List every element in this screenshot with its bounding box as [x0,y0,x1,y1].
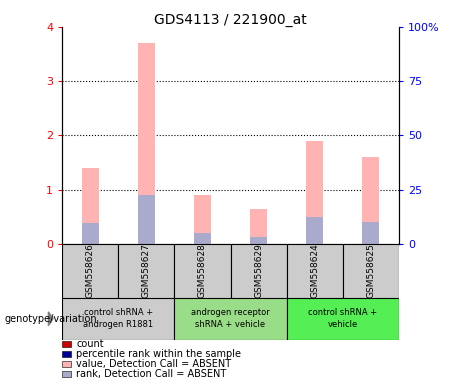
Text: percentile rank within the sample: percentile rank within the sample [76,349,241,359]
Text: value, Detection Call = ABSENT: value, Detection Call = ABSENT [76,359,231,369]
Text: GSM558626: GSM558626 [86,243,95,298]
Bar [287,244,343,298]
Text: control shRNA +
androgen R1881: control shRNA + androgen R1881 [83,308,154,329]
Text: GSM558627: GSM558627 [142,243,151,298]
Bar [174,298,287,340]
Text: genotype/variation: genotype/variation [5,314,97,324]
Bar [82,223,99,244]
Bar [194,233,211,244]
Bar [138,195,155,244]
Bar [62,244,118,298]
Polygon shape [48,312,53,326]
Text: GSM558629: GSM558629 [254,243,263,298]
Bar [343,244,399,298]
Bar [362,157,379,244]
Text: androgen receptor
shRNA + vehicle: androgen receptor shRNA + vehicle [191,308,270,329]
Bar [62,298,174,340]
Bar [306,217,323,244]
Bar [174,244,230,298]
Text: control shRNA +
vehicle: control shRNA + vehicle [308,308,377,329]
Bar [306,141,323,244]
Bar [82,168,99,244]
Bar [138,43,155,244]
Text: GDS4113 / 221900_at: GDS4113 / 221900_at [154,13,307,27]
Bar [118,244,174,298]
Bar [194,195,211,244]
Text: GSM558628: GSM558628 [198,243,207,298]
Text: count: count [76,339,104,349]
Bar [250,209,267,244]
Text: GSM558624: GSM558624 [310,243,319,298]
Bar [287,298,399,340]
Bar [362,222,379,244]
Bar [250,237,267,244]
Bar [230,244,287,298]
Text: GSM558625: GSM558625 [366,243,375,298]
Text: rank, Detection Call = ABSENT: rank, Detection Call = ABSENT [76,369,226,379]
